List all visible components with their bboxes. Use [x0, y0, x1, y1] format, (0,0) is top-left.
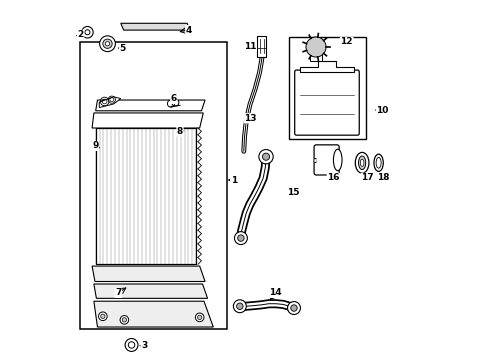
Polygon shape	[94, 301, 213, 327]
Circle shape	[125, 338, 138, 351]
Text: 17: 17	[361, 174, 373, 183]
Circle shape	[234, 231, 247, 244]
Text: 11: 11	[244, 42, 256, 51]
Text: 14: 14	[269, 288, 282, 297]
Text: 13: 13	[244, 114, 256, 123]
Text: 15: 15	[286, 188, 299, 197]
Circle shape	[85, 30, 90, 35]
Text: 5: 5	[119, 44, 125, 53]
Circle shape	[100, 36, 115, 51]
Text: 2: 2	[77, 30, 83, 39]
Circle shape	[262, 153, 269, 160]
Polygon shape	[300, 61, 353, 72]
Polygon shape	[92, 266, 204, 282]
Text: 7: 7	[115, 288, 121, 297]
Bar	[96, 128, 196, 264]
Bar	[309, 51, 322, 61]
Ellipse shape	[373, 154, 383, 171]
Bar	[289, 37, 366, 139]
Text: 18: 18	[377, 174, 389, 183]
Text: 6: 6	[170, 94, 177, 103]
Ellipse shape	[333, 149, 341, 171]
FancyBboxPatch shape	[313, 145, 339, 175]
Text: 9: 9	[92, 141, 98, 150]
Circle shape	[197, 315, 202, 319]
Circle shape	[258, 149, 273, 164]
Polygon shape	[94, 284, 207, 298]
Circle shape	[101, 314, 105, 319]
Ellipse shape	[360, 159, 363, 166]
Circle shape	[290, 305, 297, 311]
Circle shape	[99, 312, 107, 320]
Circle shape	[81, 27, 93, 38]
Polygon shape	[96, 100, 204, 111]
Circle shape	[233, 300, 246, 313]
Circle shape	[120, 316, 128, 324]
Bar	[257, 36, 266, 57]
Circle shape	[102, 39, 112, 48]
Circle shape	[236, 303, 243, 310]
Bar	[80, 42, 226, 329]
FancyBboxPatch shape	[294, 70, 359, 135]
Ellipse shape	[375, 157, 380, 168]
Circle shape	[195, 313, 203, 321]
Circle shape	[122, 318, 126, 322]
Circle shape	[287, 302, 300, 315]
Circle shape	[305, 37, 325, 57]
Ellipse shape	[358, 156, 365, 170]
Text: 1: 1	[230, 176, 236, 185]
Text: 4: 4	[185, 26, 192, 35]
Polygon shape	[92, 113, 203, 128]
Text: 3: 3	[141, 341, 147, 350]
Ellipse shape	[355, 152, 368, 173]
Circle shape	[105, 41, 109, 46]
Polygon shape	[121, 23, 190, 30]
Circle shape	[128, 342, 135, 348]
Text: 8: 8	[177, 127, 183, 136]
Text: 16: 16	[326, 174, 339, 183]
Polygon shape	[99, 97, 121, 108]
Text: 10: 10	[376, 105, 388, 114]
Circle shape	[237, 235, 244, 241]
Text: 12: 12	[340, 37, 352, 46]
